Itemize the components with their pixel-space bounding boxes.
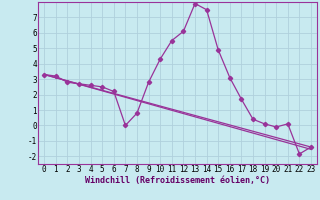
- X-axis label: Windchill (Refroidissement éolien,°C): Windchill (Refroidissement éolien,°C): [85, 176, 270, 185]
